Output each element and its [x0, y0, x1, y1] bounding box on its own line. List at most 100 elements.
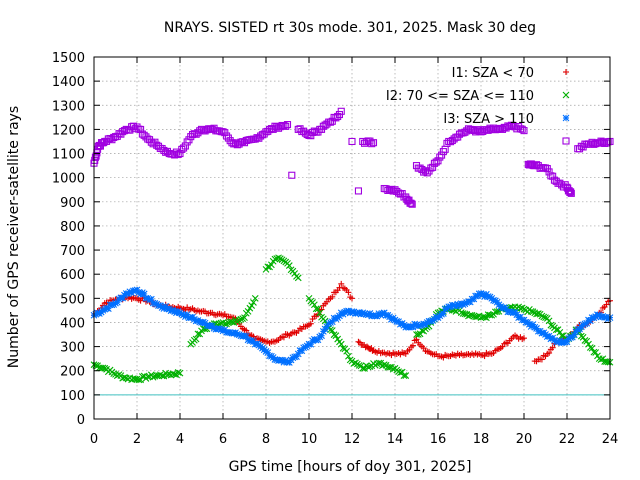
- data-point: [334, 112, 342, 121]
- data-point: [354, 187, 363, 195]
- data-point: [556, 179, 564, 187]
- data-point: [602, 139, 610, 147]
- data-point: [450, 135, 458, 143]
- data-point: [239, 138, 247, 146]
- data-point: [251, 294, 259, 302]
- data-point: [219, 128, 227, 136]
- y-tick-label: 1100: [52, 148, 85, 163]
- data-point: [400, 372, 408, 379]
- data-point: [436, 153, 444, 161]
- data-point: [567, 189, 575, 197]
- data-point: [110, 133, 118, 141]
- data-point: [201, 127, 209, 135]
- data-point: [119, 128, 127, 136]
- data-point: [493, 125, 501, 133]
- data-point: [332, 332, 340, 340]
- data-point: [243, 327, 250, 334]
- data-point: [294, 125, 302, 133]
- data-point: [250, 299, 257, 306]
- data-points: [90, 107, 614, 384]
- data-point: [343, 347, 351, 355]
- data-point: [271, 122, 279, 130]
- y-tick-label: 0: [77, 413, 85, 428]
- data-point: [420, 168, 428, 176]
- data-point: [267, 125, 275, 133]
- data-point: [441, 145, 449, 153]
- data-point: [183, 138, 191, 146]
- data-point: [497, 124, 505, 132]
- data-point: [541, 164, 550, 172]
- data-point: [137, 125, 145, 134]
- data-point: [282, 122, 290, 130]
- data-point: [566, 188, 574, 196]
- data-point: [407, 199, 415, 207]
- plot-frame: [93, 56, 611, 420]
- legend-label: I1: SZA < 70: [452, 66, 534, 81]
- data-point: [176, 149, 184, 158]
- data-point: [235, 316, 243, 324]
- data-point: [481, 313, 488, 321]
- data-point: [223, 132, 231, 140]
- data-point: [196, 330, 204, 338]
- data-point: [348, 137, 356, 146]
- data-point: [215, 127, 223, 135]
- x-tick-label: 24: [602, 432, 619, 447]
- data-point: [547, 321, 555, 329]
- y-tick-label: 1200: [52, 123, 85, 138]
- data-point: [235, 140, 243, 148]
- y-tick-label: 1400: [52, 75, 85, 90]
- data-point: [280, 122, 288, 130]
- data-point: [330, 331, 338, 339]
- data-point: [479, 127, 487, 135]
- data-point: [520, 127, 528, 135]
- data-point: [257, 132, 265, 140]
- y-tick-label: 900: [60, 196, 85, 211]
- data-point: [429, 163, 437, 171]
- data-point: [545, 168, 553, 176]
- y-tick-label: 100: [60, 389, 85, 404]
- x-tick-label: 18: [473, 432, 490, 447]
- data-point: [506, 122, 514, 131]
- data-point: [144, 373, 152, 381]
- data-point: [540, 313, 548, 321]
- data-point: [99, 364, 107, 372]
- data-point: [386, 363, 394, 371]
- y-tick-label: 300: [60, 341, 85, 356]
- data-point: [231, 139, 240, 147]
- data-point: [484, 126, 492, 134]
- data-point: [228, 318, 236, 326]
- data-point: [154, 142, 163, 150]
- data-point: [180, 144, 188, 152]
- data-point: [106, 134, 114, 143]
- legend-marker: [563, 69, 569, 75]
- data-point: [369, 139, 378, 147]
- legend-label: I3: SZA > 110: [443, 112, 534, 127]
- data-point: [321, 317, 329, 325]
- data-point: [174, 150, 182, 158]
- data-point: [538, 356, 545, 363]
- x-tick-label: 4: [176, 432, 184, 447]
- y-tick-label: 400: [60, 316, 85, 331]
- data-point: [590, 140, 598, 148]
- data-point: [276, 123, 284, 131]
- data-point: [197, 125, 206, 133]
- data-point: [546, 349, 553, 356]
- data-point: [345, 352, 352, 360]
- data-point: [464, 125, 473, 133]
- data-point: [567, 188, 575, 196]
- data-point: [162, 148, 170, 156]
- x-tick-label: 10: [301, 432, 318, 447]
- data-point: [586, 344, 594, 351]
- y-tick-label: 1500: [52, 51, 85, 66]
- data-point: [473, 126, 481, 134]
- data-point: [326, 118, 335, 126]
- data-point: [409, 342, 416, 349]
- x-axis-label: GPS time [hours of doy 301, 2025]: [229, 459, 472, 475]
- data-point: [283, 121, 292, 129]
- x-tick-label: 8: [262, 432, 270, 447]
- data-point: [188, 131, 197, 139]
- data-point: [468, 126, 476, 134]
- data-point: [500, 123, 508, 131]
- data-point: [552, 177, 560, 185]
- data-point: [310, 127, 318, 135]
